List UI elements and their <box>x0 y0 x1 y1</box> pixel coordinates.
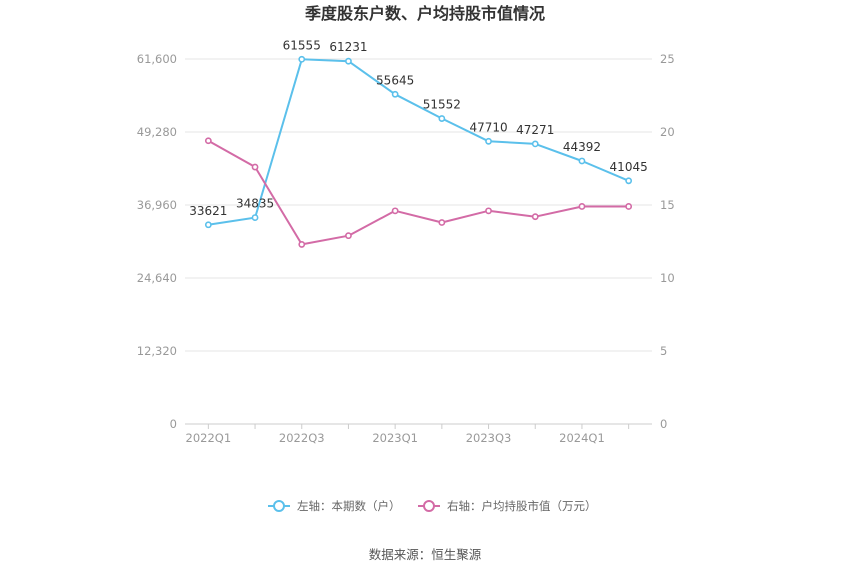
right-tick-label: 5 <box>660 344 667 358</box>
data-label: 33621 <box>189 204 227 218</box>
legend: 左轴：本期数（户） 右轴：户均持股市值（万元） <box>268 499 597 513</box>
data-point <box>298 55 306 63</box>
legend-swatch-marker <box>273 500 285 512</box>
left-tick-label: 49,280 <box>137 125 177 139</box>
data-point <box>345 57 352 65</box>
series-layer <box>204 55 633 248</box>
data-point <box>578 157 586 165</box>
data-point <box>204 221 212 229</box>
right-tick-label: 20 <box>660 125 675 139</box>
data-label: 41045 <box>610 160 648 174</box>
right-tick-label: 0 <box>660 417 667 431</box>
data-point <box>251 214 259 221</box>
data-point <box>391 207 399 215</box>
data-point <box>485 137 492 145</box>
x-axis: 2022Q1 2022Q3 2023Q1 2023Q3 2024Q1 <box>186 424 630 445</box>
right-tick-label: 10 <box>660 271 675 285</box>
right-tick-label: 15 <box>660 198 675 212</box>
right-axis: 0 5 10 15 20 25 <box>660 52 675 431</box>
data-point <box>531 140 539 148</box>
data-point <box>625 177 633 185</box>
data-point <box>485 207 492 215</box>
data-label: 47710 <box>469 120 507 134</box>
data-labels: 33621 34835 61555 61231 55645 51552 47710 47271… <box>189 38 647 218</box>
legend-entry: 左轴：本期数（户） <box>297 499 401 513</box>
data-label: 61555 <box>283 38 321 52</box>
grid-layer <box>185 58 652 425</box>
right-tick-label: 25 <box>660 52 675 66</box>
data-point <box>251 163 259 171</box>
x-tick-label: 2022Q3 <box>279 431 325 445</box>
left-tick-label: 36,960 <box>137 198 177 212</box>
left-tick-label: 0 <box>170 417 177 431</box>
data-point <box>438 115 446 122</box>
left-tick-label: 24,640 <box>137 271 177 285</box>
data-point <box>578 203 586 210</box>
x-tick-label: 2023Q3 <box>466 431 512 445</box>
x-tick-label: 2023Q1 <box>372 431 418 445</box>
data-label: 34835 <box>236 197 274 211</box>
legend-entry: 右轴：户均持股市值（万元） <box>447 499 597 513</box>
data-point <box>438 219 446 226</box>
x-tick-label: 2024Q1 <box>559 431 605 445</box>
data-point <box>204 137 212 145</box>
data-label: 55645 <box>376 73 414 87</box>
left-tick-label: 61,600 <box>137 52 177 66</box>
data-point <box>345 232 352 240</box>
data-label: 44392 <box>563 140 601 154</box>
data-label: 61231 <box>329 40 367 54</box>
legend-swatch-marker <box>423 500 435 512</box>
data-point <box>625 203 633 210</box>
chart-title: 季度股东户数、户均持股市值情况 <box>304 4 545 23</box>
series-line-right <box>207 139 629 246</box>
series-line-left <box>208 58 630 226</box>
data-point <box>391 90 399 98</box>
left-axis: 0 12,320 24,640 36,960 49,280 61,600 <box>137 52 177 431</box>
data-label: 47271 <box>516 123 554 137</box>
data-label: 51552 <box>423 98 461 112</box>
data-point <box>531 213 539 221</box>
left-tick-label: 12,320 <box>137 344 177 358</box>
source-note: 数据来源：恒生聚源 <box>369 547 482 562</box>
data-point <box>298 241 306 248</box>
x-tick-label: 2022Q1 <box>186 431 232 445</box>
